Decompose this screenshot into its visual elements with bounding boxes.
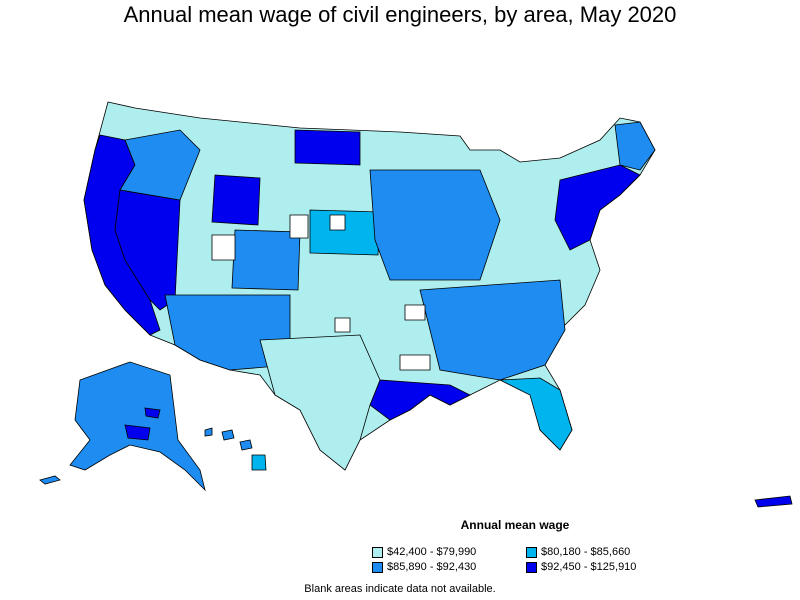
alaska-metro-region <box>124 424 151 441</box>
no-data-area <box>211 234 236 261</box>
northwest-inland-region <box>119 129 201 201</box>
hawaii-island <box>204 427 213 437</box>
alaska-metro-region <box>144 407 161 419</box>
legend-swatch <box>526 561 537 573</box>
southeast-region <box>419 279 566 381</box>
north-dakota-region <box>294 129 361 166</box>
legend-label: $42,400 - $79,990 <box>387 546 477 558</box>
puerto-rico-region <box>754 495 793 508</box>
legend-label: $85,890 - $92,430 <box>387 561 477 573</box>
midwest-region <box>369 169 501 281</box>
legend-item: $85,890 - $92,430 <box>372 560 476 574</box>
florida-region <box>498 377 573 451</box>
hawaii-island <box>239 439 253 451</box>
footnote: Blank areas indicate data not available. <box>304 583 496 595</box>
no-data-area <box>399 354 431 371</box>
no-data-area <box>329 214 346 231</box>
gulf-coast-region <box>369 379 471 421</box>
legend-swatch <box>372 561 383 573</box>
texas-region <box>259 334 381 471</box>
colorado-region <box>231 229 301 291</box>
no-data-area <box>334 317 351 333</box>
hawaii <box>204 427 267 471</box>
legend-title: Annual mean wage <box>460 518 570 532</box>
puerto-rico <box>754 495 793 508</box>
legend-swatch <box>526 546 537 558</box>
legend-item: $92,450 - $125,910 <box>526 560 636 574</box>
map-title: Annual mean wage of civil engineers, by … <box>123 2 677 27</box>
central-plains-region <box>309 209 381 256</box>
alaska-region <box>69 361 206 492</box>
southwest-region <box>164 294 291 371</box>
legend-item: $80,180 - $85,660 <box>526 545 630 559</box>
hawaii-island <box>221 429 235 441</box>
no-data-area <box>289 214 309 239</box>
maine-region <box>614 121 656 171</box>
wyoming-region <box>211 174 261 226</box>
legend-label: $80,180 - $85,660 <box>541 546 631 558</box>
legend-item: $42,400 - $79,990 <box>372 545 476 559</box>
nevada-region <box>114 189 181 311</box>
alaska <box>39 361 206 492</box>
no-data-area <box>404 304 426 321</box>
aleutian-islands <box>39 475 61 485</box>
hawaii-island <box>251 454 267 471</box>
northeast-region <box>554 164 641 251</box>
legend-swatch <box>372 546 383 558</box>
contiguous-us <box>83 101 656 471</box>
legend-label: $92,450 - $125,910 <box>541 561 637 573</box>
